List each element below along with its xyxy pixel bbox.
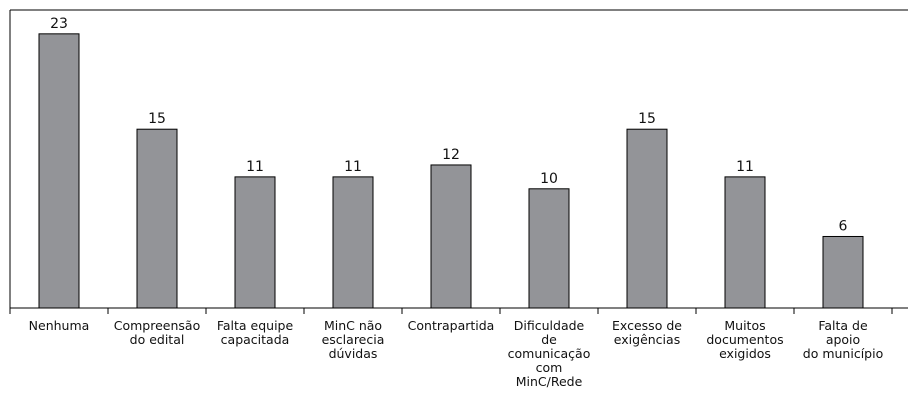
x-tick-label: MinC não esclarecia dúvidas bbox=[321, 318, 385, 361]
x-tick-label: Muitos documentos exigidos bbox=[706, 318, 784, 361]
value-label: 12 bbox=[442, 147, 460, 163]
value-label: 15 bbox=[148, 111, 166, 127]
x-tick-label: Excesso de exigências bbox=[612, 318, 682, 347]
bar bbox=[38, 33, 80, 309]
x-tick-label: Nenhuma bbox=[28, 318, 90, 333]
bar bbox=[430, 164, 472, 309]
bar bbox=[528, 188, 570, 309]
bar bbox=[724, 176, 766, 309]
value-label: 23 bbox=[50, 16, 68, 32]
value-label: 6 bbox=[839, 218, 848, 234]
bar bbox=[234, 176, 276, 309]
value-label: 10 bbox=[540, 171, 558, 187]
x-tick-label: Contrapartida bbox=[407, 318, 495, 333]
value-label: 11 bbox=[246, 159, 264, 175]
bar bbox=[822, 235, 864, 309]
bar bbox=[626, 128, 668, 309]
x-tick-label: Falta equipe capacitada bbox=[216, 318, 294, 347]
x-tick-label: Falta de apoio do município bbox=[802, 318, 884, 361]
value-label: 11 bbox=[736, 159, 754, 175]
bar bbox=[332, 176, 374, 309]
x-tick-label: Compreensão do edital bbox=[113, 318, 201, 347]
bar bbox=[136, 128, 178, 309]
value-label: 15 bbox=[638, 111, 656, 127]
x-tick-label: Dificuldade de comunicação com MinC/Rede bbox=[507, 318, 591, 389]
value-label: 11 bbox=[344, 159, 362, 175]
